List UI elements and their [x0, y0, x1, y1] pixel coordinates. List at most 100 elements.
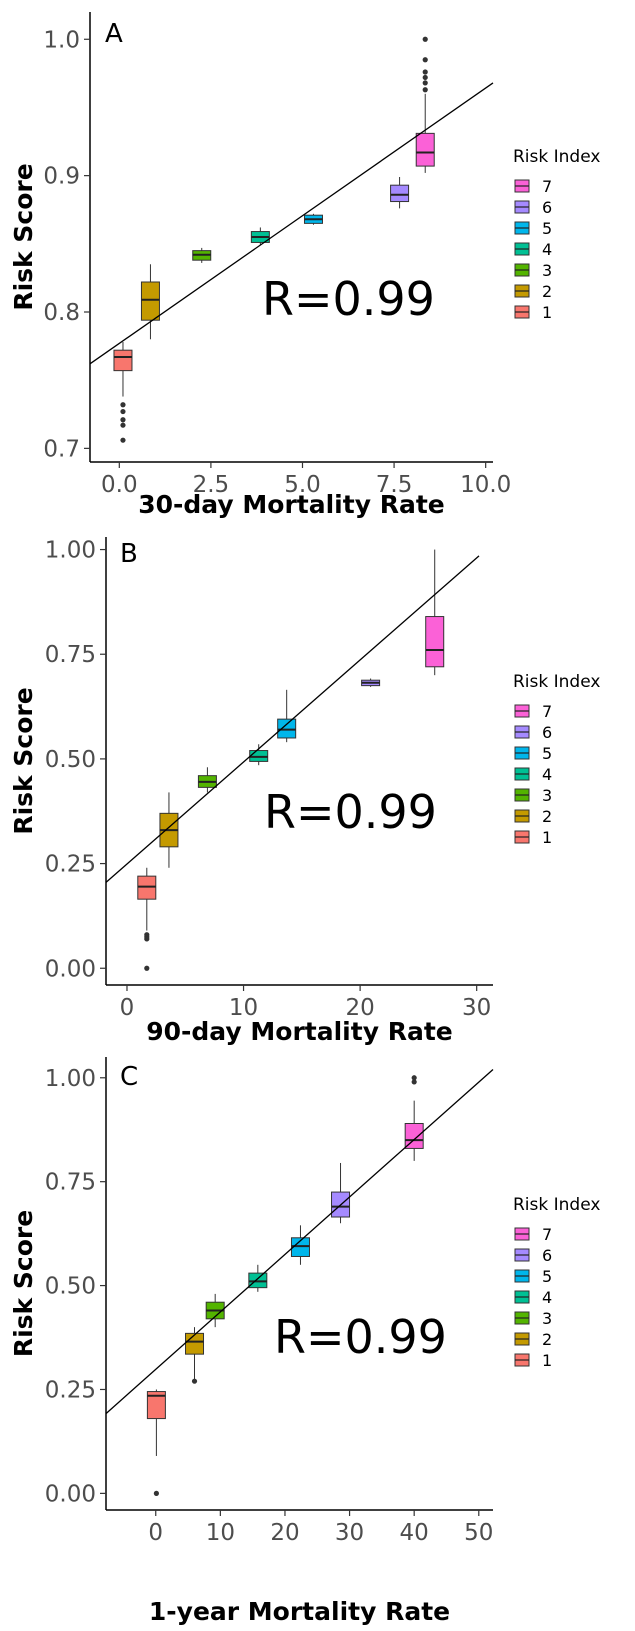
outlier-point	[422, 74, 428, 81]
x-tick-label: 0	[148, 1520, 163, 1546]
box-group-6	[331, 1162, 351, 1224]
y-tick-label: 1.0	[43, 27, 80, 53]
y-tick-label: 0.25	[45, 852, 96, 878]
x-axis-title: 90-day Mortality Rate	[146, 1017, 452, 1046]
box-iqr	[404, 1122, 424, 1149]
legend-label: 7	[542, 177, 552, 196]
legend-item-7: 7	[514, 177, 552, 196]
outlier-point	[411, 1075, 417, 1081]
legend-item-1: 1	[514, 303, 552, 322]
y-tick-label: 0.7	[43, 436, 80, 462]
legend-item-7: 7	[514, 1225, 552, 1244]
box-iqr	[113, 349, 133, 372]
box-group-4	[248, 1264, 268, 1292]
box-group-7	[425, 549, 445, 676]
correlation-annotation: R=0.99	[264, 785, 437, 839]
box-group-5	[290, 1225, 310, 1265]
x-tick-label: 5.0	[284, 472, 321, 498]
box-iqr	[277, 718, 297, 739]
outlier-point	[191, 1378, 198, 1384]
outlier-point	[411, 1079, 417, 1085]
y-tick-label: 0.00	[45, 1481, 96, 1507]
box-iqr	[290, 1237, 310, 1257]
legend-label: 3	[542, 261, 552, 280]
legend-title: Risk Index	[513, 147, 600, 167]
outlier-point	[153, 1490, 159, 1496]
box-group-6	[361, 678, 381, 687]
outlier-point	[422, 87, 428, 93]
legend-label: 5	[542, 219, 552, 238]
legend: Risk Index 7 6 5 4 3 2 1	[513, 147, 600, 322]
y-axis-title: Risk Score	[9, 687, 38, 834]
x-tick-label: 20	[345, 995, 374, 1021]
legend-label: 3	[542, 786, 552, 805]
x-tick-label: 10	[206, 1520, 235, 1546]
panel-label: A	[105, 19, 123, 49]
y-tick-label: 1.00	[45, 538, 96, 564]
legend-label: 5	[542, 1267, 552, 1286]
legend-item-2: 2	[514, 282, 552, 301]
box-iqr	[185, 1332, 205, 1355]
box-group-4	[250, 227, 270, 246]
y-axis-title: Risk Score	[9, 1210, 38, 1357]
legend-item-3: 3	[514, 261, 552, 280]
legend-label: 6	[542, 1246, 552, 1265]
x-tick-label: 10	[229, 995, 258, 1021]
box-group-1	[137, 867, 157, 971]
box-group-7	[415, 36, 435, 173]
y-tick-label: 1.00	[45, 1066, 96, 1092]
outlier-point	[422, 57, 428, 63]
legend-label: 6	[542, 198, 552, 217]
outlier-point	[120, 437, 126, 443]
legend-label: 1	[542, 303, 552, 322]
y-tick-label: 0.75	[45, 642, 96, 668]
box-iqr	[137, 875, 157, 900]
y-tick-label: 0.25	[45, 1377, 96, 1403]
legend-item-2: 2	[514, 1330, 552, 1349]
legend-item-3: 3	[514, 786, 552, 805]
legend-label: 4	[542, 240, 552, 259]
legend-label: 4	[542, 1288, 552, 1307]
panel-label: C	[120, 1062, 138, 1092]
legend-label: 6	[542, 723, 552, 742]
x-tick-label: 7.5	[376, 472, 413, 498]
legend-item-2: 2	[514, 807, 552, 826]
legend-label: 1	[542, 828, 552, 847]
y-tick-label: 0.9	[43, 164, 80, 190]
x-tick-label: 2.5	[193, 472, 230, 498]
box-group-5	[277, 689, 297, 743]
legend-label: 2	[542, 1330, 552, 1349]
outlier-point	[144, 965, 150, 971]
box-group-1	[146, 1389, 166, 1496]
box-group-6	[390, 177, 410, 209]
regression-line	[105, 555, 480, 883]
box-group-4	[249, 744, 269, 766]
box-group-3	[192, 247, 212, 263]
legend: Risk Index 7 6 5 4 3 2 1	[513, 1195, 600, 1370]
legend-item-6: 6	[514, 723, 552, 742]
legend-title: Risk Index	[513, 672, 600, 692]
x-tick-label: 50	[464, 1520, 493, 1546]
legend-item-7: 7	[514, 702, 552, 721]
regression-line	[89, 82, 494, 365]
legend-label: 4	[542, 765, 552, 784]
box-iqr	[248, 1272, 268, 1289]
legend-item-5: 5	[514, 219, 552, 238]
outlier-point	[422, 80, 428, 86]
y-tick-label: 0.50	[45, 747, 96, 773]
box-group-2	[140, 264, 160, 340]
box-iqr	[415, 132, 435, 167]
legend-label: 7	[542, 702, 552, 721]
x-axis-title: 30-day Mortality Rate	[138, 490, 444, 519]
outlier-point	[120, 417, 126, 423]
y-axis-title: Risk Score	[9, 163, 38, 310]
box-group-7	[404, 1075, 424, 1161]
outlier-point	[422, 36, 428, 42]
legend-item-6: 6	[514, 198, 552, 217]
x-tick-label: 20	[270, 1520, 299, 1546]
box-group-3	[197, 767, 217, 793]
y-tick-label: 0.00	[45, 956, 96, 982]
correlation-annotation: R=0.99	[262, 272, 435, 326]
legend-label: 2	[542, 282, 552, 301]
